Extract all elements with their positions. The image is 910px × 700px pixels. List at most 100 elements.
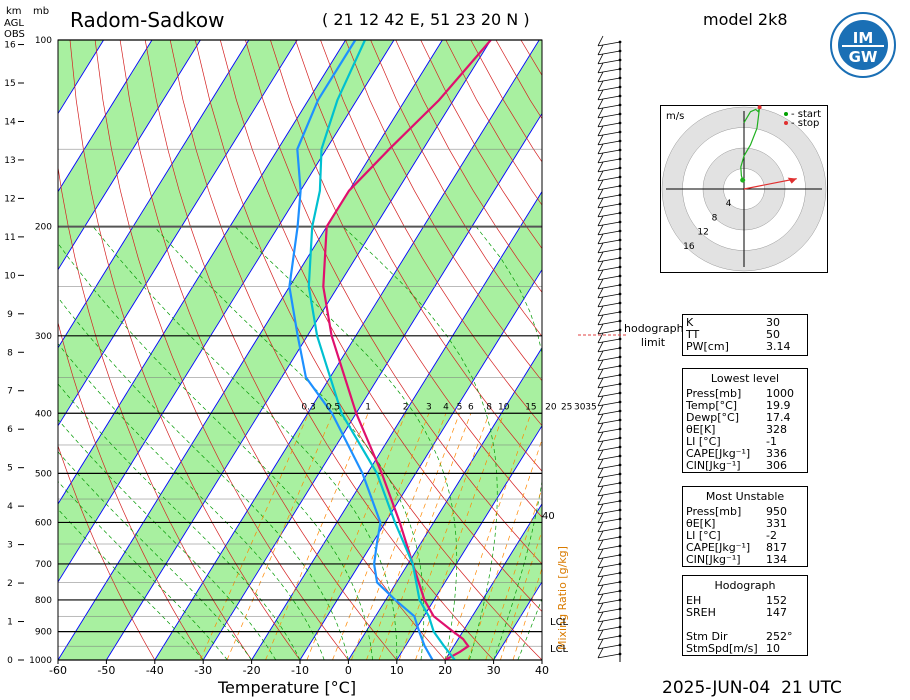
wind-barb xyxy=(597,356,621,362)
wind-barb xyxy=(597,626,621,632)
hodograph-param-value: 152 xyxy=(766,594,787,607)
wind-barb-flag xyxy=(597,512,604,524)
wind-barb xyxy=(597,275,621,281)
wind-barb xyxy=(597,68,621,74)
logo-text-top: IM xyxy=(853,29,874,47)
km-tick-label: 12 xyxy=(4,194,15,204)
wind-barb xyxy=(597,95,621,101)
isotherm-line xyxy=(0,40,7,660)
isotherm-line xyxy=(58,40,443,660)
most-unstable-row: LI [°C] -2 xyxy=(683,530,807,542)
x-tick-label: 20 xyxy=(438,664,452,677)
wind-barb-flag xyxy=(597,242,604,254)
lowest-level-row: θE[K] 328 xyxy=(683,424,807,436)
x-axis-label: Temperature [°C] xyxy=(218,678,357,697)
lowest-level-row: Press[mb] 1000 xyxy=(683,388,807,400)
wind-barb-flag xyxy=(597,539,604,551)
wind-barb-flag xyxy=(597,188,604,200)
annotation-40: 40 xyxy=(542,511,555,522)
mixing-ratio-label: 15 xyxy=(525,402,536,412)
wind-barb xyxy=(597,338,621,344)
mixing-ratio-label: 0.3 xyxy=(301,402,315,412)
wind-barb-flag xyxy=(597,260,604,272)
lowest-level-value: 336 xyxy=(766,447,787,460)
wind-barb-flag xyxy=(597,404,604,416)
hodo-limit-line2: limit xyxy=(640,336,666,349)
mixing-ratio-label: 8 xyxy=(486,402,492,412)
wind-barb xyxy=(597,50,621,56)
km-tick-label: 13 xyxy=(4,156,15,166)
index-value: 50 xyxy=(766,328,780,341)
lowest-level-row: CAPE[Jkg⁻¹] 336 xyxy=(683,448,807,460)
wind-barb xyxy=(597,284,621,290)
wind-barb-flag xyxy=(597,368,604,380)
wind-barb xyxy=(597,86,621,92)
wind-barb-flag xyxy=(597,611,604,623)
wind-barb xyxy=(597,320,621,326)
wind-barb xyxy=(597,455,621,461)
hodo-unit: m/s xyxy=(666,111,684,122)
lowest-level-key: Press[mb] xyxy=(686,387,742,400)
x-tick-label: -40 xyxy=(146,664,164,677)
isotherm-line xyxy=(299,268,542,660)
wind-barb-flag xyxy=(597,152,604,164)
wind-barb xyxy=(597,392,621,398)
wind-barb xyxy=(597,311,621,317)
x-tick-label: -60 xyxy=(49,664,67,677)
wind-barb-flag xyxy=(597,377,604,389)
most-unstable-row: Press[mb] 950 xyxy=(683,506,807,518)
wind-barb xyxy=(597,131,621,137)
wind-barb xyxy=(597,365,621,371)
wind-barb xyxy=(597,257,621,263)
wind-barb-flag xyxy=(597,314,604,326)
lowest-level-value: 1000 xyxy=(766,387,794,400)
isotherm-line xyxy=(106,40,492,660)
obs-label: OBS xyxy=(4,29,25,40)
isotherm-line xyxy=(58,40,346,505)
moist-adiabat xyxy=(58,242,373,660)
lcl-label-2: LCL xyxy=(550,644,569,655)
wind-barb-flag xyxy=(597,350,604,362)
wind-barb-flag xyxy=(597,89,604,101)
most-unstable-value: 134 xyxy=(766,553,787,566)
index-key: K xyxy=(686,316,694,329)
hodograph-param-key: StmSpd[m/s] xyxy=(686,642,758,655)
profile-virtual xyxy=(307,40,456,660)
wind-barb-flag xyxy=(597,215,604,227)
wind-barb xyxy=(597,536,621,542)
most-unstable-key: CIN[Jkg⁻¹] xyxy=(686,553,741,566)
index-panel: K 30 TT 50 PW[cm] 3.14 xyxy=(682,314,808,356)
wind-barb-flag xyxy=(597,116,604,128)
wind-barb xyxy=(597,239,621,245)
wind-barb-flag xyxy=(597,35,604,47)
wind-barb xyxy=(597,221,621,227)
isotherm-line xyxy=(348,346,542,660)
pressure-tick-label: 800 xyxy=(35,596,52,606)
km-tick-label: 2 xyxy=(7,579,13,589)
index-key: TT xyxy=(686,328,700,341)
mixing-ratio-label: 2 xyxy=(403,402,409,412)
moist-adiabat xyxy=(58,451,252,660)
most-unstable-value: 331 xyxy=(766,517,787,530)
most-unstable-value: 950 xyxy=(766,505,787,518)
hodograph-panel-title: Hodograph xyxy=(714,579,776,592)
km-tick-label: 0 xyxy=(7,656,13,666)
most-unstable-panel: Most Unstable Press[mb] 950 θE[K] 331 LI [°C… xyxy=(682,486,808,567)
wind-barb-flag xyxy=(597,44,604,56)
wind-barb-flag xyxy=(597,341,604,353)
wind-barb xyxy=(597,167,621,173)
isotherm-line xyxy=(58,40,153,193)
x-tick-label: -20 xyxy=(243,664,261,677)
wind-barb-flag xyxy=(597,296,604,308)
wind-barb xyxy=(597,194,621,200)
profile-dewpoint xyxy=(288,40,434,660)
lowest-level-key: CAPE[Jkg⁻¹] xyxy=(686,447,751,460)
mb-axis-label: mb xyxy=(33,6,50,17)
wind-barb xyxy=(597,653,621,659)
wind-barb xyxy=(597,248,621,254)
wind-barb-flag xyxy=(597,233,604,245)
station-title: Radom-Sadkow xyxy=(70,8,225,32)
x-tick-label: 10 xyxy=(390,664,404,677)
